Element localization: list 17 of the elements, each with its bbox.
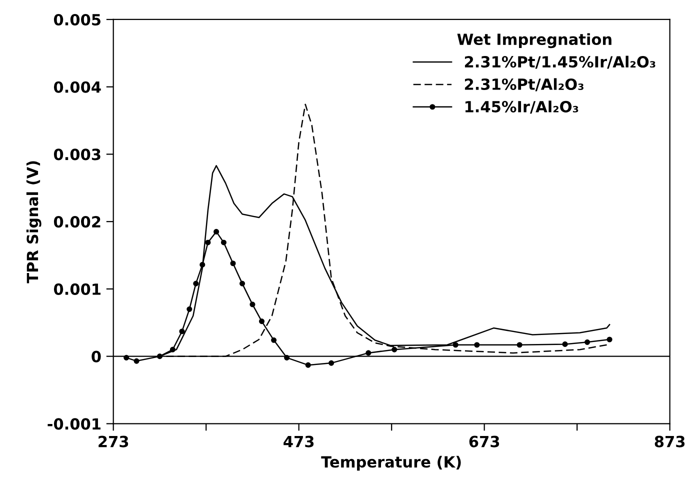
y-tick-label: 0.002 (54, 216, 100, 228)
x-tick-label: 873 (654, 436, 685, 448)
x-tick-label: 673 (469, 436, 500, 448)
y-tick-label: 0.004 (54, 81, 101, 93)
y-axis-title: TPR Signal (V) (26, 161, 42, 284)
y-tick-label: 0.003 (54, 148, 100, 160)
x-tick-label: 273 (98, 436, 128, 448)
x-axis-title: Temperature (K) (321, 456, 461, 471)
y-tick-label: 0.005 (54, 14, 100, 26)
legend-label: 2.31%Pt/Al₂O₃ (464, 78, 584, 92)
y-tick-label: 0.001 (54, 283, 100, 295)
legend-label: 1.45%Ir/Al₂O₃ (465, 100, 578, 114)
legend-label: 2.31%Pt/1.45%Ir/Al₂O₃ (464, 56, 656, 69)
y-tick-label: 0 (92, 350, 101, 362)
y-tick-label: -0.001 (48, 418, 100, 430)
legend-title: Wet Impregnation (457, 33, 612, 48)
x-tick-label: 473 (284, 436, 314, 448)
